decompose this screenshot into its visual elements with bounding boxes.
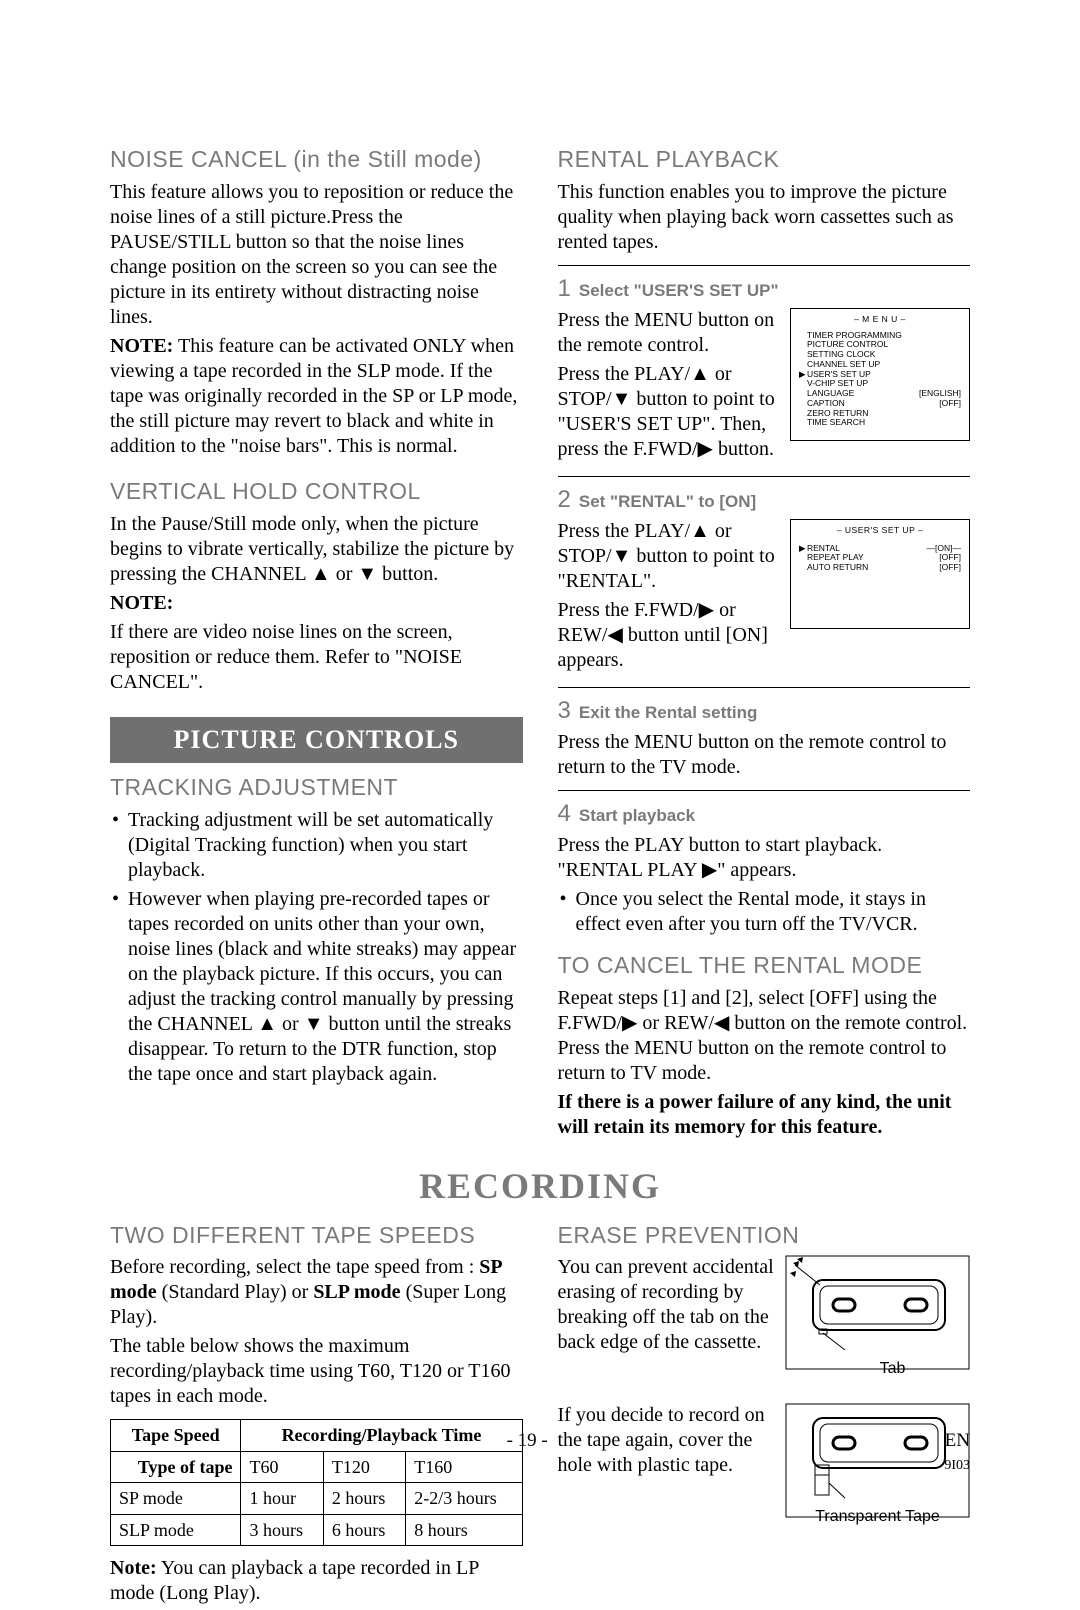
step-2-text: Press the PLAY/▲ or STOP/▼ button to poi… xyxy=(558,519,783,677)
cancel-title: TO CANCEL THE RENTAL MODE xyxy=(558,951,971,980)
step-3-header: 3 Exit the Rental setting xyxy=(558,696,971,726)
bottom-columns: TWO DIFFERENT TAPE SPEEDS Before recordi… xyxy=(110,1221,970,1610)
step-4-b1: Once you select the Rental mode, it stay… xyxy=(558,887,971,937)
vhold-body: In the Pause/Still mode only, when the p… xyxy=(110,512,523,587)
osd-user-box: – USER'S SET UP – ▶RENTAL—[ON]—REPEAT PL… xyxy=(790,519,970,629)
page-number: - 19 - xyxy=(507,1429,548,1477)
step-num: 4 xyxy=(558,799,571,829)
step-num: 2 xyxy=(558,485,571,515)
tracking-item-2: However when playing pre-recorded tapes … xyxy=(110,887,523,1087)
page-footer: - 19 - EN 9I03 xyxy=(110,1429,970,1477)
vhold-note: If there are video noise lines on the sc… xyxy=(110,620,523,695)
tracking-item-1: Tracking adjustment will be set automati… xyxy=(110,808,523,883)
osd-menu-title: – M E N U – xyxy=(799,315,961,325)
divider xyxy=(558,687,971,688)
divider xyxy=(558,476,971,477)
divider xyxy=(558,265,971,266)
right-column: RENTAL PLAYBACK This function enables yo… xyxy=(558,145,971,1144)
speeds-note: Note: You can playback a tape recorded i… xyxy=(110,1556,523,1606)
rental-intro: This function enables you to improve the… xyxy=(558,180,971,255)
erase-column: ERASE PREVENTION You can prevent acciden… xyxy=(558,1221,971,1610)
step-1-p2: Press the PLAY/▲ or STOP/▼ button to poi… xyxy=(558,362,783,462)
step-2-header: 2 Set "RENTAL" to [ON] xyxy=(558,485,971,515)
picture-controls-banner: PICTURE CONTROLS xyxy=(110,717,523,764)
top-columns: NOISE CANCEL (in the Still mode) This fe… xyxy=(110,145,970,1144)
step-title: Start playback xyxy=(579,805,695,826)
erase-p1: You can prevent accidental erasing of re… xyxy=(558,1255,776,1355)
osd-user-title: – USER'S SET UP – xyxy=(799,526,961,536)
tracking-title: TRACKING ADJUSTMENT xyxy=(110,773,523,802)
step-1-text: Press the MENU button on the remote cont… xyxy=(558,308,783,466)
cancel-p1: Repeat steps [1] and [2], select [OFF] u… xyxy=(558,986,971,1086)
step-num: 3 xyxy=(558,696,571,726)
noise-cancel-note: NOTE: This feature can be activated ONLY… xyxy=(110,334,523,459)
step-4-list: Once you select the Rental mode, it stay… xyxy=(558,887,971,937)
speeds-title: TWO DIFFERENT TAPE SPEEDS xyxy=(110,1221,523,1250)
cassette-figure-1: Tab xyxy=(785,1255,970,1379)
step-2-p2: Press the F.FWD/▶ or REW/◀ button until … xyxy=(558,598,783,673)
step-1-block: Press the MENU button on the remote cont… xyxy=(558,308,971,466)
cassette-tab-icon xyxy=(785,1255,970,1370)
step-2-p1: Press the PLAY/▲ or STOP/▼ button to poi… xyxy=(558,519,783,594)
vhold-title: VERTICAL HOLD CONTROL xyxy=(110,477,523,506)
step-4-p1: Press the PLAY button to start playback.… xyxy=(558,833,971,883)
step-title: Set "RENTAL" to [ON] xyxy=(579,491,756,512)
step-title: Select "USER'S SET UP" xyxy=(579,280,779,301)
noise-cancel-body: This feature allows you to reposition or… xyxy=(110,180,523,330)
recording-heading: RECORDING xyxy=(110,1164,970,1209)
speeds-p2: The table below shows the maximum record… xyxy=(110,1334,523,1409)
footer-right: EN 9I03 xyxy=(944,1429,970,1477)
step-1-p1: Press the MENU button on the remote cont… xyxy=(558,308,783,358)
step-1-header: 1 Select "USER'S SET UP" xyxy=(558,274,971,304)
cancel-bold: If there is a power failure of any kind,… xyxy=(558,1090,971,1140)
osd-menu-box: – M E N U – TIMER PROGRAMMINGPICTURE CON… xyxy=(790,308,970,441)
left-column: NOISE CANCEL (in the Still mode) This fe… xyxy=(110,145,523,1144)
vhold-note-label: NOTE: xyxy=(110,591,523,616)
step-2-block: Press the PLAY/▲ or STOP/▼ button to poi… xyxy=(558,519,971,677)
speeds-p1: Before recording, select the tape speed … xyxy=(110,1255,523,1330)
step-4-header: 4 Start playback xyxy=(558,799,971,829)
footer-lang: EN xyxy=(945,1430,970,1451)
step-title: Exit the Rental setting xyxy=(579,702,758,723)
erase-row-1: You can prevent accidental erasing of re… xyxy=(558,1255,971,1379)
speeds-column: TWO DIFFERENT TAPE SPEEDS Before recordi… xyxy=(110,1221,523,1610)
erase-title: ERASE PREVENTION xyxy=(558,1221,971,1250)
footer-code: 9I03 xyxy=(944,1458,970,1473)
osd-row: TIME SEARCH xyxy=(799,418,961,428)
rental-title: RENTAL PLAYBACK xyxy=(558,145,971,174)
note-label: NOTE: xyxy=(110,335,173,357)
osd-row: AUTO RETURN[OFF] xyxy=(799,563,961,573)
td-slp: SLP mode xyxy=(111,1514,241,1546)
td-sp: SP mode xyxy=(111,1483,241,1515)
step-num: 1 xyxy=(558,274,571,304)
tracking-list: Tracking adjustment will be set automati… xyxy=(110,808,523,1087)
noise-cancel-title: NOISE CANCEL (in the Still mode) xyxy=(110,145,523,174)
step-3-p1: Press the MENU button on the remote cont… xyxy=(558,730,971,780)
divider xyxy=(558,790,971,791)
